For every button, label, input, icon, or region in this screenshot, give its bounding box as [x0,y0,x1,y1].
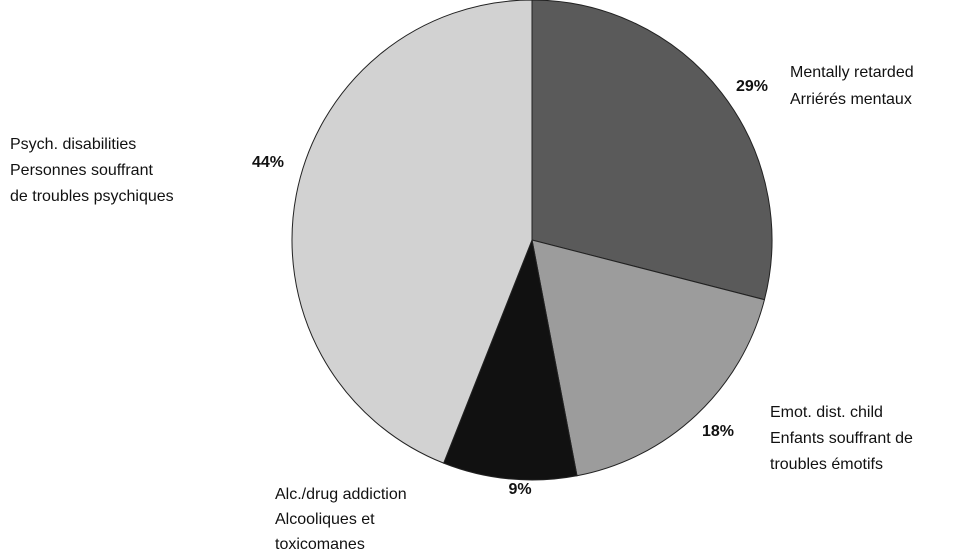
value-label: 44% [252,154,284,171]
pie-slice [531,239,766,477]
value-label: 18% [702,423,734,440]
category-label: Personnes souffrant [10,162,153,179]
category-label: Enfants souffrant de [770,430,913,447]
pie-slice [443,238,578,481]
category-label: Mentally retarded [790,64,914,81]
value-label: 29% [736,78,768,95]
category-label: Alc./drug addiction [275,486,407,503]
pie-slice [291,0,533,464]
category-label: Psych. disabilities [10,136,136,153]
value-label: 9% [508,481,531,498]
pie-slice [531,0,773,301]
category-label: de troubles psychiques [10,188,174,205]
category-label: toxicomanes [275,536,365,553]
category-label: Alcooliques et [275,511,375,528]
category-label: troubles émotifs [770,456,883,473]
category-label: Arriérés mentaux [790,91,912,108]
category-label: Emot. dist. child [770,404,883,421]
